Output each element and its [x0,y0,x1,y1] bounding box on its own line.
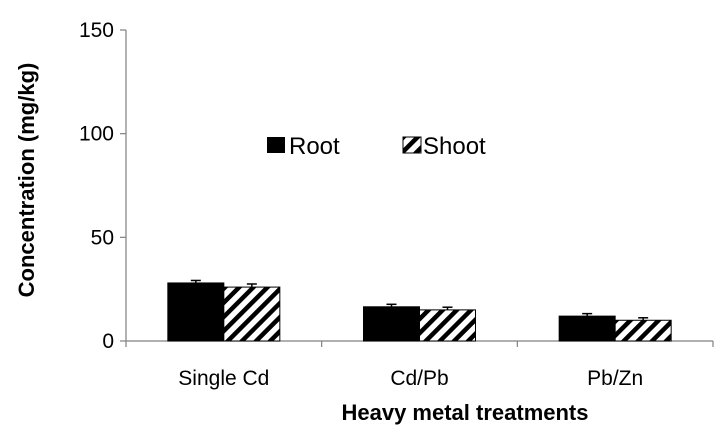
y-tick-label: 50 [91,226,114,249]
y-ticks: 0 50 100 150 [79,19,126,353]
bars [167,282,672,342]
x-tick-label: Cd/Pb [390,367,448,390]
legend-swatch-shoot [402,136,422,154]
bar-shoot-1 [419,309,476,342]
bar-shoot-2 [614,319,672,342]
x-ticks: Single Cd Cd/Pb Pb/Zn [125,341,714,390]
x-axis-title: Heavy metal treatments [341,400,588,425]
x-tick-label: Single Cd [178,367,269,390]
bar-root-2 [558,315,616,342]
error-bars [190,279,649,321]
legend-label-shoot: Shoot [423,133,486,160]
legend: Root Shoot [267,133,486,160]
bar-shoot-0 [223,286,281,342]
legend-swatch-root [267,137,285,153]
y-axis-title: Concentration (mg/kg) [14,63,39,298]
bar-root-1 [363,306,420,342]
y-tick-label: 0 [102,330,114,353]
legend-label-root: Root [289,133,340,160]
y-tick-label: 100 [79,123,114,146]
x-tick-label: Pb/Zn [587,367,643,390]
y-tick-label: 150 [79,19,114,42]
bar-root-0 [167,282,225,342]
